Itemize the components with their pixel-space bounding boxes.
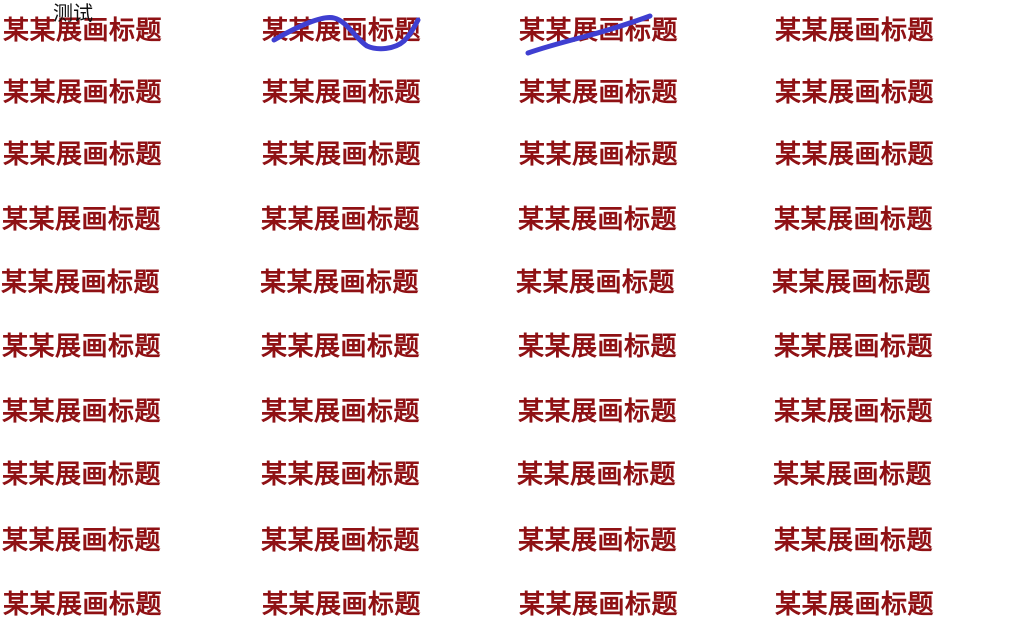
- canvas-title-7-4: 某某展画标题: [774, 397, 934, 427]
- canvas-title-4-1: 某某展画标题: [2, 205, 162, 235]
- canvas-title-4-4: 某某展画标题: [774, 205, 934, 235]
- canvas-title-9-1: 某某展画标题: [2, 526, 162, 556]
- canvas-title-10-1: 某某展画标题: [3, 590, 163, 620]
- canvas-title-2-4: 某某展画标题: [775, 78, 935, 108]
- canvas-title-7-2: 某某展画标题: [261, 397, 421, 427]
- canvas-title-5-3: 某某展画标题: [516, 268, 676, 298]
- canvas-title-5-2: 某某展画标题: [260, 268, 420, 298]
- canvas-title-6-1: 某某展画标题: [2, 332, 162, 362]
- canvas-title-5-4: 某某展画标题: [772, 268, 932, 298]
- canvas-title-6-3: 某某展画标题: [518, 332, 678, 362]
- canvas-title-1-1: 某某展画标题: [3, 16, 163, 46]
- canvas-title-4-2: 某某展画标题: [261, 205, 421, 235]
- canvas-title-9-3: 某某展画标题: [518, 526, 678, 556]
- canvas-title-1-2: 某某展画标题: [262, 16, 422, 46]
- canvas-title-3-3: 某某展画标题: [519, 140, 679, 170]
- overlay-label: 测试: [53, 1, 93, 25]
- canvas-title-6-2: 某某展画标题: [261, 332, 421, 362]
- canvas-title-8-1: 某某展画标题: [2, 460, 162, 490]
- canvas-title-3-2: 某某展画标题: [262, 140, 422, 170]
- canvas-title-2-1: 某某展画标题: [3, 78, 163, 108]
- canvas-title-6-4: 某某展画标题: [774, 332, 934, 362]
- canvas-title-1-4: 某某展画标题: [775, 16, 935, 46]
- canvas-title-7-3: 某某展画标题: [518, 397, 678, 427]
- canvas-title-8-3: 某某展画标题: [517, 460, 677, 490]
- canvas-title-5-1: 某某展画标题: [1, 268, 161, 298]
- canvas-title-9-4: 某某展画标题: [774, 526, 934, 556]
- canvas-title-3-1: 某某展画标题: [3, 140, 163, 170]
- canvas-title-2-3: 某某展画标题: [519, 78, 679, 108]
- canvas-title-3-4: 某某展画标题: [775, 140, 935, 170]
- canvas-title-9-2: 某某展画标题: [261, 526, 421, 556]
- canvas-title-1-3: 某某展画标题: [519, 16, 679, 46]
- canvas-title-4-3: 某某展画标题: [518, 205, 678, 235]
- canvas-title-7-1: 某某展画标题: [2, 397, 162, 427]
- canvas-title-10-2: 某某展画标题: [262, 590, 422, 620]
- canvas-title-10-3: 某某展画标题: [519, 590, 679, 620]
- canvas-title-10-4: 某某展画标题: [775, 590, 935, 620]
- canvas-title-2-2: 某某展画标题: [262, 78, 422, 108]
- canvas-title-8-2: 某某展画标题: [261, 460, 421, 490]
- canvas-title-8-4: 某某展画标题: [773, 460, 933, 490]
